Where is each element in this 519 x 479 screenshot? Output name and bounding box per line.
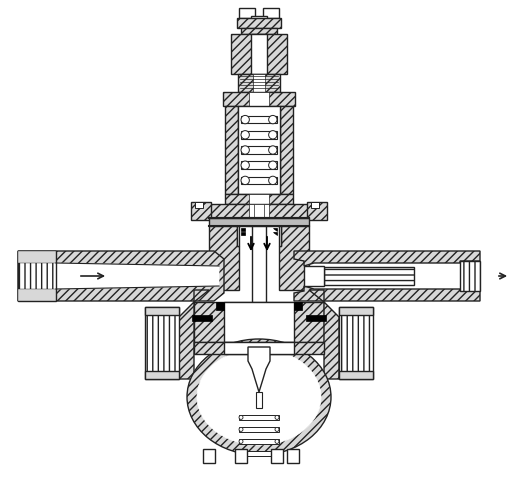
Bar — [209, 218, 309, 226]
Polygon shape — [179, 302, 194, 379]
Bar — [307, 202, 327, 220]
Bar — [280, 106, 293, 194]
Bar — [279, 226, 281, 246]
Bar — [239, 8, 255, 18]
Bar — [263, 8, 279, 18]
Bar — [18, 251, 56, 301]
Bar — [339, 371, 373, 379]
Bar — [241, 116, 277, 124]
Polygon shape — [273, 228, 277, 231]
Bar — [304, 266, 324, 286]
Circle shape — [239, 415, 243, 420]
Circle shape — [269, 115, 277, 124]
Ellipse shape — [187, 339, 331, 455]
Bar — [216, 302, 224, 310]
Circle shape — [241, 115, 249, 124]
Polygon shape — [241, 232, 245, 235]
Bar — [253, 74, 265, 92]
Bar — [191, 202, 211, 220]
Bar — [249, 204, 269, 218]
Bar — [460, 261, 480, 291]
Polygon shape — [18, 251, 224, 301]
Polygon shape — [241, 228, 245, 231]
Bar — [251, 16, 267, 24]
Polygon shape — [194, 290, 209, 302]
Bar — [252, 226, 266, 320]
Bar — [287, 449, 299, 463]
Polygon shape — [56, 263, 219, 289]
Polygon shape — [273, 232, 277, 235]
Bar — [294, 302, 302, 310]
Bar — [194, 302, 324, 342]
Circle shape — [241, 161, 249, 170]
Bar — [239, 415, 279, 420]
Bar — [241, 161, 277, 169]
Bar — [239, 451, 279, 456]
Bar — [223, 92, 295, 106]
Bar — [311, 202, 319, 208]
Bar — [235, 449, 247, 463]
Bar — [209, 204, 309, 218]
Bar — [145, 307, 179, 315]
Bar — [249, 194, 269, 204]
Bar — [238, 74, 280, 92]
Bar — [241, 28, 277, 34]
Circle shape — [241, 146, 249, 154]
Bar — [195, 202, 203, 208]
Bar — [271, 449, 283, 463]
Circle shape — [239, 451, 243, 456]
Bar — [145, 307, 179, 379]
Circle shape — [241, 131, 249, 139]
Bar — [249, 92, 269, 106]
Bar — [203, 449, 215, 463]
Bar — [254, 204, 264, 218]
Polygon shape — [294, 251, 480, 266]
Bar — [306, 315, 326, 321]
Circle shape — [275, 427, 279, 432]
Bar — [239, 427, 279, 432]
Circle shape — [275, 451, 279, 456]
Bar — [238, 106, 280, 194]
Bar — [224, 342, 294, 354]
Bar — [194, 342, 324, 354]
Bar — [231, 34, 287, 74]
Bar — [241, 177, 277, 184]
Bar — [145, 371, 179, 379]
Bar — [225, 194, 293, 204]
Bar — [192, 315, 212, 321]
Polygon shape — [209, 226, 239, 290]
Polygon shape — [294, 286, 480, 301]
Bar — [256, 392, 262, 408]
Polygon shape — [248, 347, 270, 392]
Circle shape — [269, 161, 277, 170]
Ellipse shape — [197, 349, 321, 445]
Circle shape — [269, 146, 277, 154]
Circle shape — [269, 176, 277, 184]
Bar — [251, 34, 267, 74]
Circle shape — [241, 176, 249, 184]
Bar — [237, 18, 281, 28]
Bar — [239, 439, 279, 444]
Polygon shape — [309, 290, 324, 302]
Circle shape — [269, 131, 277, 139]
Bar — [339, 307, 373, 315]
Bar — [18, 251, 56, 263]
Bar — [324, 267, 414, 285]
Bar — [225, 106, 238, 194]
Bar — [224, 302, 294, 342]
Polygon shape — [279, 226, 309, 290]
Bar — [339, 307, 373, 379]
Bar — [237, 226, 239, 246]
Circle shape — [275, 439, 279, 444]
Bar — [241, 131, 277, 138]
Circle shape — [239, 439, 243, 444]
Bar — [18, 289, 56, 301]
Polygon shape — [324, 302, 339, 379]
Circle shape — [239, 427, 243, 432]
Circle shape — [275, 415, 279, 420]
Bar — [241, 146, 277, 154]
